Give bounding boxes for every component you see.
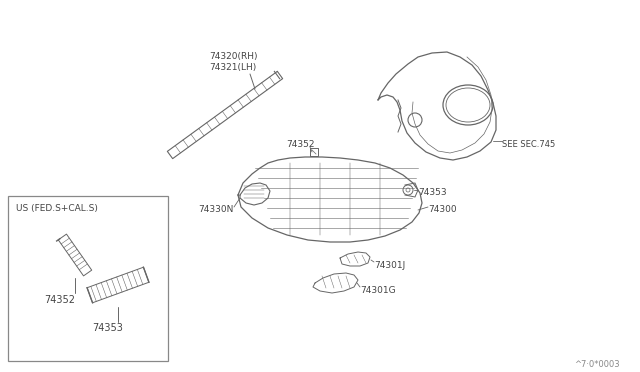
Text: 74352: 74352: [285, 140, 314, 149]
Text: 74321(LH): 74321(LH): [209, 63, 257, 72]
Text: 74330N: 74330N: [198, 205, 234, 214]
Text: SEE SEC.745: SEE SEC.745: [502, 140, 556, 149]
Text: 74301J: 74301J: [374, 261, 405, 270]
Text: US (FED.S+CAL.S): US (FED.S+CAL.S): [16, 204, 98, 213]
Text: 74300: 74300: [428, 205, 456, 214]
Bar: [8, 196, 168, 361]
Text: 74352: 74352: [45, 295, 76, 305]
Text: 74353: 74353: [418, 188, 447, 197]
Text: 74320(RH): 74320(RH): [209, 52, 257, 61]
Text: 74301G: 74301G: [360, 286, 396, 295]
Text: ^7·0*0003: ^7·0*0003: [574, 360, 620, 369]
Text: 74353: 74353: [93, 323, 124, 333]
